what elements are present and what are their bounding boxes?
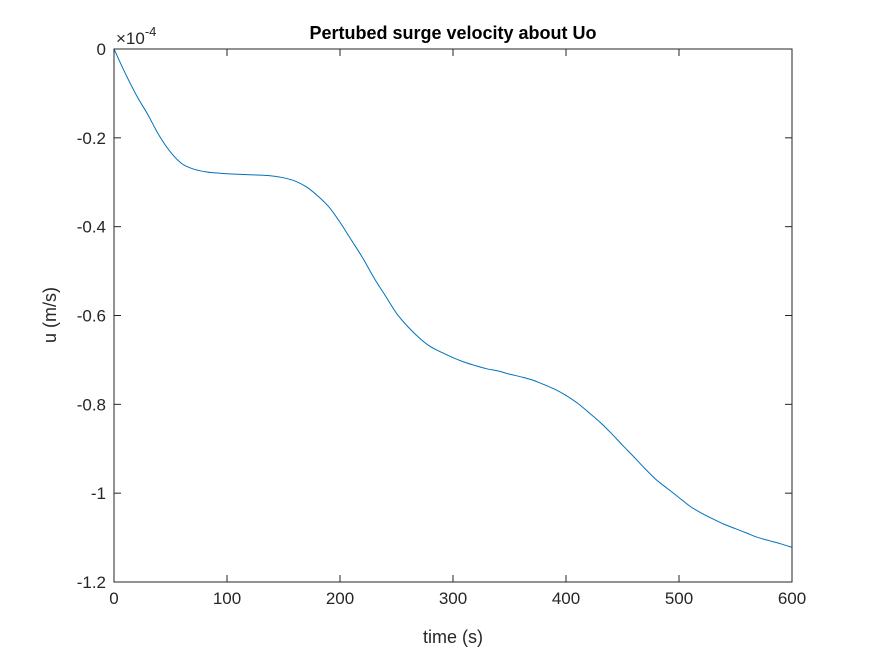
y-tick-label: -0.8 <box>77 395 106 414</box>
svg-text:×10-4: ×10-4 <box>116 24 156 48</box>
plot-area <box>114 49 792 582</box>
y-tick-label: -0.4 <box>77 218 106 237</box>
y-axis-label: u (m/s) <box>40 287 60 343</box>
y-tick-label: -1 <box>91 484 106 503</box>
y-tick-label: -0.2 <box>77 129 106 148</box>
y-axis-exponent: ×10-4 <box>116 24 156 48</box>
x-tick-label: 500 <box>665 589 693 608</box>
y-tick-label: -0.6 <box>77 307 106 326</box>
exponent-base: ×10 <box>116 29 145 48</box>
x-tick-label: 0 <box>109 589 118 608</box>
x-tick-label: 400 <box>552 589 580 608</box>
series-line <box>113 48 793 548</box>
y-tick-label: -1.2 <box>77 573 106 592</box>
chart-title: Pertubed surge velocity about Uo <box>309 23 596 43</box>
exponent-power: -4 <box>145 24 157 39</box>
y-tick-label: 0 <box>97 40 106 59</box>
x-axis-label: time (s) <box>423 627 483 647</box>
axis-ticks: 0 100 200 300 400 500 600 -1.2 -1 -0.8 -0.6 -0.4 -0.… <box>77 40 806 608</box>
x-tick-label: 300 <box>439 589 467 608</box>
x-tick-label: 600 <box>778 589 806 608</box>
x-tick-label: 100 <box>213 589 241 608</box>
axes-box <box>113 48 793 583</box>
x-tick-label: 200 <box>326 589 354 608</box>
data-series <box>113 48 793 548</box>
